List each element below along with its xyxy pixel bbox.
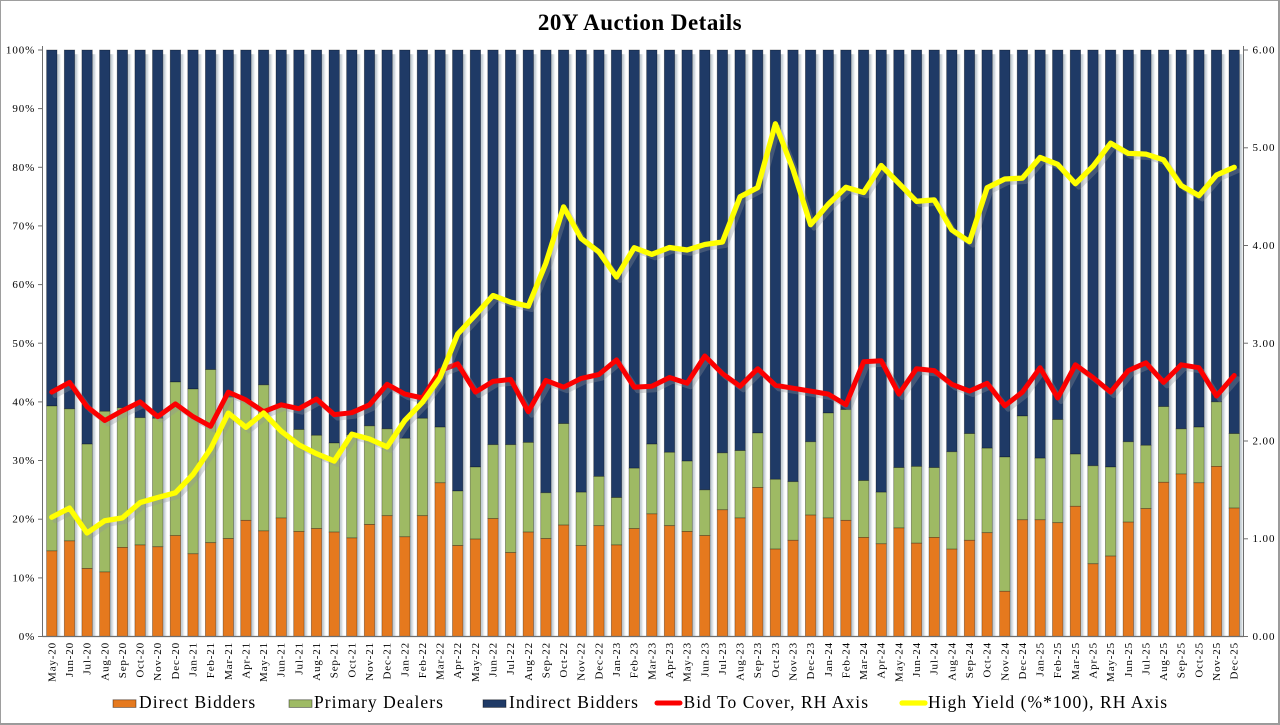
svg-text:Feb-24: Feb-24: [840, 642, 852, 678]
svg-text:Aug-24: Aug-24: [946, 642, 958, 681]
svg-text:Mar-24: Mar-24: [858, 642, 870, 680]
svg-text:Bid To Cover, RH Axis: Bid To Cover, RH Axis: [684, 692, 870, 712]
svg-text:Nov-20: Nov-20: [152, 642, 164, 681]
svg-text:20Y Auction Details: 20Y Auction Details: [538, 10, 742, 35]
svg-text:Jun-23: Jun-23: [699, 642, 711, 677]
svg-text:Nov-22: Nov-22: [576, 642, 588, 681]
svg-text:Jun-21: Jun-21: [276, 642, 288, 677]
svg-text:3.00: 3.00: [1253, 338, 1276, 350]
svg-text:Sep-25: Sep-25: [1176, 642, 1188, 678]
svg-text:Jun-20: Jun-20: [64, 642, 76, 677]
svg-text:Jul-23: Jul-23: [717, 642, 729, 675]
svg-text:90%: 90%: [12, 103, 35, 115]
svg-text:Aug-25: Aug-25: [1158, 642, 1170, 681]
svg-text:May-25: May-25: [1105, 642, 1117, 682]
svg-text:4.00: 4.00: [1253, 240, 1276, 252]
svg-text:2.00: 2.00: [1253, 436, 1276, 448]
svg-text:Oct-21: Oct-21: [346, 642, 358, 678]
svg-text:40%: 40%: [12, 396, 35, 408]
svg-text:50%: 50%: [12, 338, 35, 350]
svg-text:Aug-22: Aug-22: [523, 642, 535, 681]
svg-text:Feb-23: Feb-23: [629, 642, 641, 678]
svg-text:Jun-24: Jun-24: [911, 642, 923, 677]
svg-text:Apr-22: Apr-22: [452, 642, 464, 679]
svg-text:Jul-22: Jul-22: [505, 642, 517, 675]
svg-text:Jul-25: Jul-25: [1140, 642, 1152, 675]
svg-text:High Yield (%*100), RH Axis: High Yield (%*100), RH Axis: [928, 692, 1168, 712]
svg-text:Mar-21: Mar-21: [223, 642, 235, 680]
svg-text:Dec-21: Dec-21: [382, 642, 394, 679]
svg-text:Jan-23: Jan-23: [611, 642, 623, 676]
svg-text:Apr-21: Apr-21: [240, 642, 252, 679]
svg-text:Mar-23: Mar-23: [646, 642, 658, 680]
svg-text:May-21: May-21: [258, 642, 270, 682]
svg-text:Primary Dealers: Primary Dealers: [314, 692, 444, 712]
svg-text:Nov-21: Nov-21: [364, 642, 376, 681]
svg-text:Oct-20: Oct-20: [135, 642, 147, 678]
svg-text:Dec-24: Dec-24: [1017, 642, 1029, 679]
svg-text:0.00: 0.00: [1253, 631, 1276, 643]
svg-text:Oct-24: Oct-24: [982, 642, 994, 678]
svg-text:May-23: May-23: [682, 642, 694, 682]
svg-text:30%: 30%: [12, 455, 35, 467]
svg-text:Sep-24: Sep-24: [964, 642, 976, 678]
svg-text:1.00: 1.00: [1253, 533, 1276, 545]
svg-text:60%: 60%: [12, 279, 35, 291]
svg-text:Feb-22: Feb-22: [417, 642, 429, 678]
svg-text:Apr-25: Apr-25: [1088, 642, 1100, 679]
svg-text:Oct-23: Oct-23: [770, 642, 782, 678]
svg-text:10%: 10%: [12, 572, 35, 584]
svg-text:Apr-23: Apr-23: [664, 642, 676, 679]
svg-text:Mar-22: Mar-22: [435, 642, 447, 680]
svg-text:Oct-22: Oct-22: [558, 642, 570, 678]
svg-text:Sep-23: Sep-23: [752, 642, 764, 678]
svg-text:Sep-22: Sep-22: [540, 642, 552, 678]
svg-text:Sep-21: Sep-21: [329, 642, 341, 678]
svg-text:Oct-25: Oct-25: [1193, 642, 1205, 678]
svg-text:Feb-25: Feb-25: [1052, 642, 1064, 678]
svg-text:0%: 0%: [19, 631, 35, 643]
svg-text:Jul-21: Jul-21: [293, 642, 305, 675]
svg-text:Dec-22: Dec-22: [593, 642, 605, 679]
svg-text:Apr-24: Apr-24: [876, 642, 888, 679]
svg-text:Jan-21: Jan-21: [188, 642, 200, 676]
svg-text:6.00: 6.00: [1253, 45, 1276, 57]
svg-text:Jun-25: Jun-25: [1123, 642, 1135, 677]
svg-text:Nov-23: Nov-23: [788, 642, 800, 681]
svg-text:70%: 70%: [12, 220, 35, 232]
svg-text:Jan-25: Jan-25: [1035, 642, 1047, 676]
svg-text:80%: 80%: [12, 162, 35, 174]
svg-text:20%: 20%: [12, 514, 35, 526]
svg-text:Aug-23: Aug-23: [735, 642, 747, 681]
svg-text:Aug-21: Aug-21: [311, 642, 323, 681]
svg-text:Jun-22: Jun-22: [488, 642, 500, 677]
svg-text:Dec-25: Dec-25: [1229, 642, 1241, 679]
svg-text:May-22: May-22: [470, 642, 482, 682]
svg-text:May-20: May-20: [46, 642, 58, 682]
svg-text:Jan-24: Jan-24: [823, 642, 835, 676]
svg-text:Sep-20: Sep-20: [117, 642, 129, 678]
svg-text:Aug-20: Aug-20: [99, 642, 111, 681]
svg-text:Jan-22: Jan-22: [399, 642, 411, 676]
svg-text:Mar-25: Mar-25: [1070, 642, 1082, 680]
svg-text:Nov-25: Nov-25: [1211, 642, 1223, 681]
svg-text:5.00: 5.00: [1253, 142, 1276, 154]
svg-text:Dec-23: Dec-23: [805, 642, 817, 679]
svg-text:May-24: May-24: [893, 642, 905, 682]
svg-text:Indirect Bidders: Indirect Bidders: [509, 692, 639, 712]
svg-text:Nov-24: Nov-24: [999, 642, 1011, 681]
svg-text:Jul-20: Jul-20: [82, 642, 94, 675]
svg-text:Jul-24: Jul-24: [929, 642, 941, 675]
svg-text:100%: 100%: [6, 45, 35, 57]
svg-text:Direct Bidders: Direct Bidders: [139, 692, 256, 712]
svg-text:Dec-20: Dec-20: [170, 642, 182, 679]
svg-text:Feb-21: Feb-21: [205, 642, 217, 678]
